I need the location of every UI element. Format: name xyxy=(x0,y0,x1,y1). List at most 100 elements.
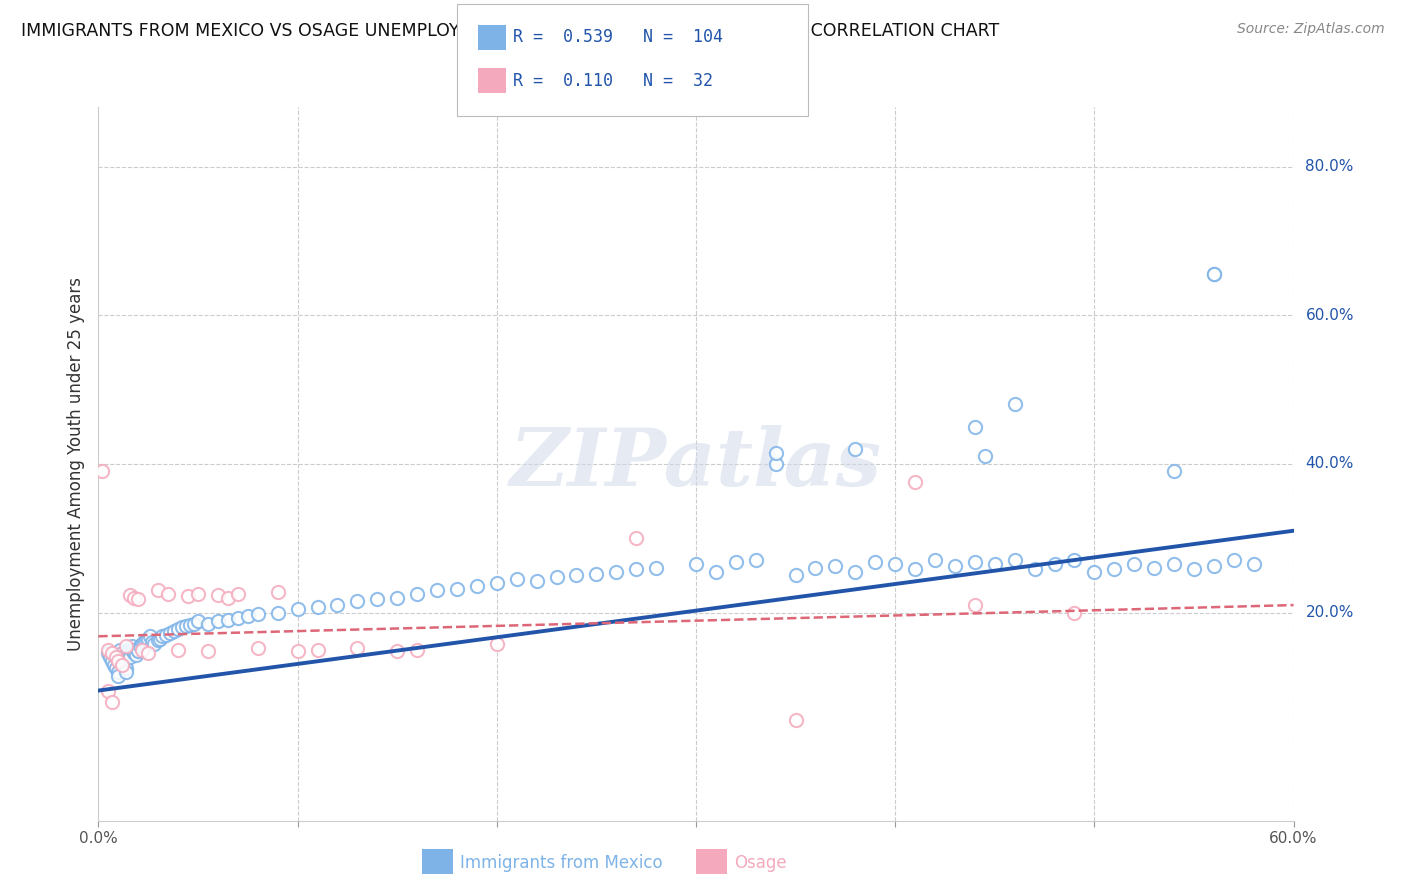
Point xyxy=(624,562,647,576)
Point xyxy=(246,641,269,656)
Point xyxy=(1102,562,1125,576)
Point xyxy=(267,606,290,620)
Point xyxy=(111,646,134,660)
Point xyxy=(97,646,120,660)
Text: Immigrants from Mexico: Immigrants from Mexico xyxy=(460,854,662,871)
Point xyxy=(785,568,807,582)
Point xyxy=(141,635,163,649)
Point xyxy=(465,580,488,594)
Text: 60.0%: 60.0% xyxy=(1305,308,1354,323)
Point xyxy=(97,683,120,698)
Point xyxy=(111,650,134,665)
Point xyxy=(143,637,166,651)
Point xyxy=(131,637,153,651)
Point xyxy=(226,587,249,601)
Point xyxy=(197,616,219,631)
Point xyxy=(385,591,409,605)
Point xyxy=(1043,557,1066,571)
Point xyxy=(124,644,146,658)
Point xyxy=(136,632,159,646)
Point xyxy=(844,565,866,579)
Point xyxy=(406,642,429,657)
Point xyxy=(139,629,162,643)
Point xyxy=(973,450,995,464)
Point xyxy=(197,644,219,658)
Point xyxy=(187,615,209,629)
Point xyxy=(506,572,529,586)
Point xyxy=(904,562,927,576)
Point xyxy=(624,531,647,545)
Point xyxy=(174,619,197,633)
Point xyxy=(785,714,807,728)
Point xyxy=(1123,557,1146,571)
Text: IMMIGRANTS FROM MEXICO VS OSAGE UNEMPLOYMENT AMONG YOUTH UNDER 25 YEARS CORRELAT: IMMIGRANTS FROM MEXICO VS OSAGE UNEMPLOY… xyxy=(21,22,1000,40)
Point xyxy=(406,587,429,601)
Point xyxy=(101,654,124,668)
Text: Osage: Osage xyxy=(734,854,786,871)
Point xyxy=(287,601,309,615)
Point xyxy=(134,635,156,649)
Point xyxy=(129,639,152,653)
Point xyxy=(115,665,138,679)
Point xyxy=(236,609,259,624)
Point xyxy=(246,607,269,621)
Point xyxy=(101,695,124,709)
Point xyxy=(526,574,548,589)
Point xyxy=(127,644,149,658)
Point xyxy=(167,642,190,657)
Point xyxy=(904,475,927,490)
Point xyxy=(127,592,149,607)
Point xyxy=(107,669,129,683)
Point xyxy=(177,589,200,603)
Point xyxy=(1182,562,1205,576)
Point xyxy=(112,657,135,672)
Point xyxy=(124,646,146,660)
Point xyxy=(546,570,568,584)
Point xyxy=(307,599,329,614)
Point xyxy=(1143,561,1166,575)
Point xyxy=(115,661,138,675)
Point xyxy=(207,615,229,629)
Point xyxy=(963,555,986,569)
Point xyxy=(167,622,190,636)
Point xyxy=(765,445,787,460)
Point xyxy=(125,648,148,662)
Point xyxy=(1163,464,1185,478)
Point xyxy=(117,642,139,657)
Point xyxy=(267,584,290,599)
Point xyxy=(111,657,134,672)
Point xyxy=(884,557,907,571)
Point xyxy=(485,575,508,590)
Point xyxy=(226,610,249,624)
Point xyxy=(115,639,138,653)
Point xyxy=(207,589,229,603)
Point xyxy=(105,661,128,675)
Point xyxy=(804,561,827,575)
Point xyxy=(97,642,120,657)
Point xyxy=(217,613,239,627)
Point xyxy=(110,642,132,657)
Point xyxy=(183,616,205,631)
Point xyxy=(120,648,142,662)
Point xyxy=(117,644,139,658)
Point xyxy=(645,561,668,575)
Point xyxy=(98,650,122,665)
Point xyxy=(150,629,173,643)
Text: R =  0.539   N =  104: R = 0.539 N = 104 xyxy=(513,29,723,46)
Point xyxy=(163,624,186,639)
Point xyxy=(107,654,129,668)
Point xyxy=(1163,557,1185,571)
Point xyxy=(685,557,707,571)
Point xyxy=(765,457,787,471)
Point xyxy=(120,650,142,665)
Point xyxy=(1063,606,1085,620)
Point xyxy=(1202,268,1225,282)
Point xyxy=(963,419,986,434)
Point xyxy=(346,594,368,608)
Point xyxy=(704,565,727,579)
Text: Source: ZipAtlas.com: Source: ZipAtlas.com xyxy=(1237,22,1385,37)
Point xyxy=(117,646,139,660)
Point xyxy=(105,650,128,665)
Text: 20.0%: 20.0% xyxy=(1305,605,1354,620)
Text: 40.0%: 40.0% xyxy=(1305,457,1354,471)
